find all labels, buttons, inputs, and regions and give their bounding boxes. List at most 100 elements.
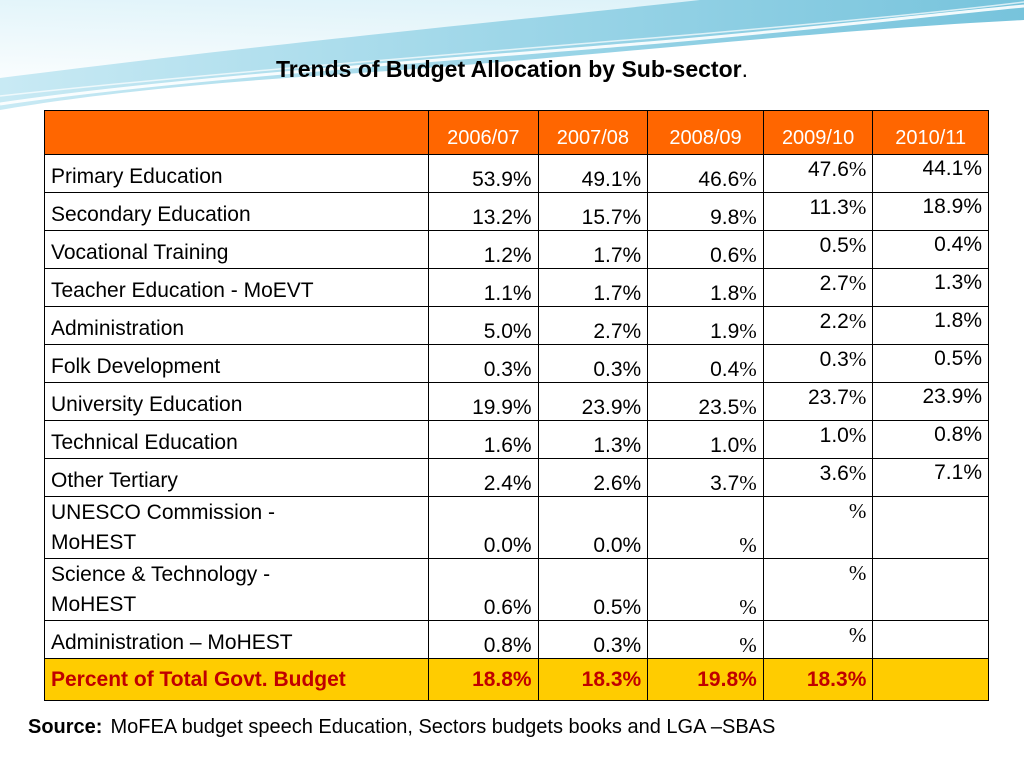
cell-value: 23.5 [698,396,740,419]
cell-2006-07: 19.9% [428,382,539,421]
row-label: Administration [43,306,430,345]
cell-2009-10: 47.6% [762,154,874,193]
header-year-2007-08: 2007/08 [537,110,649,155]
cell-percent-sign: % [739,395,757,419]
table-row-administration: Administration 5.0% 2.7% 1.9% 2.2% 1.8% [43,306,989,345]
cell-2006-07: 1.1% [428,268,539,307]
row-label: UNESCO Commission - MoHEST [43,496,430,559]
cell-value: 3.7 [710,472,740,495]
cell-2010-11: 1.3% [872,268,989,307]
budget-allocation-table: 2006/07 2007/08 2008/09 2009/10 2010/11 … [43,110,989,701]
row-label: Primary Education [43,154,430,193]
row-label: University Education [43,382,430,421]
table-row-secondary-education: Secondary Education 13.2% 15.7% 9.8% 11.… [43,192,989,231]
cell-value: 9.8 [710,206,740,229]
cell-2008-09: 0.6% [647,230,764,269]
cell-percent-sign: % [739,357,757,381]
cell-percent-sign: % [848,195,867,219]
cell-percent-sign: % [739,471,757,495]
cell-2007-08: 1.7% [537,268,649,307]
cell-2010-11: 0.4% [872,230,989,269]
table-header-row: 2006/07 2007/08 2008/09 2009/10 2010/11 [43,110,989,155]
cell-2006-07: 0.0% [428,496,539,559]
header-corner-cell [43,110,430,155]
cell-2010-11: 23.9% [872,382,989,421]
table-row-science-technology: Science & Technology - MoHEST 0.6% 0.5% %… [43,558,989,621]
cell-2008-09: 1.0% [647,420,764,459]
cell-2010-11: 0.5% [872,344,989,383]
cell-2010-11: 7.1% [872,458,989,497]
cell-2010-11 [872,558,989,621]
cell-percent-sign: % [848,461,867,485]
cell-2006-07: 0.8% [428,620,539,659]
cell-2009-10: 0.3% [762,344,874,383]
cell-2008-09: 0.4% [647,344,764,383]
cell-percent-sign: % [739,205,757,229]
cell-2010-11 [872,658,989,701]
row-label: Percent of Total Govt. Budget [43,658,430,701]
cell-percent-sign: % [848,271,867,295]
cell-2007-08: 23.9% [537,382,649,421]
cell-2007-08: 0.0% [537,496,649,559]
cell-value: 0.3 [819,348,849,371]
page-title: Trends of Budget Allocation by Sub-secto… [0,56,1024,83]
cell-2009-10: 3.6% [762,458,874,497]
cell-2008-09: 3.7% [647,458,764,497]
row-label: Administration – MoHEST [43,620,430,659]
cell-2008-09: 1.9% [647,306,764,345]
source-note: Source: MoFEA budget speech Education, Se… [28,716,775,739]
cell-2008-09: 9.8% [647,192,764,231]
table-row-total-govt-budget: Percent of Total Govt. Budget 18.8% 18.3… [43,658,989,701]
cell-value: 0.6 [710,244,740,267]
cell-value: 1.9 [710,320,740,343]
cell-value: 1.0 [710,434,740,457]
header-year-2010-11: 2010/11 [872,110,989,155]
page-title-text: Trends of Budget Allocation by Sub-secto… [276,56,742,82]
cell-2007-08: 1.7% [537,230,649,269]
cell-value: 1.0 [819,424,849,447]
cell-2007-08: 0.3% [537,344,649,383]
cell-2010-11 [872,496,989,559]
cell-2010-11: 44.1% [872,154,989,193]
cell-2009-10: 0.5% [762,230,874,269]
cell-2006-07: 5.0% [428,306,539,345]
cell-value: 2.7 [819,272,849,295]
row-label-line-2: MoHEST [51,593,137,616]
cell-2008-09: 19.8% [647,658,764,701]
cell-2008-09: % [647,558,764,621]
row-label-line-1: Science & Technology - [51,563,271,586]
row-label: Secondary Education [43,192,430,231]
table-row-primary-education: Primary Education 53.9% 49.1% 46.6% 47.6… [43,154,989,193]
table-row-other-tertiary: Other Tertiary 2.4% 2.6% 3.7% 3.6% 7.1% [43,458,989,497]
cell-percent-sign: % [848,309,867,333]
header-year-2006-07: 2006/07 [428,110,539,155]
cell-2009-10: 2.7% [762,268,874,307]
cell-2007-08: 0.5% [537,558,649,621]
cell-2010-11: 18.9% [872,192,989,231]
page-title-period: . [741,56,748,82]
cell-2008-09: % [647,496,764,559]
table-row-technical-education: Technical Education 1.6% 1.3% 1.0% 1.0% … [43,420,989,459]
table-row-university-education: University Education 19.9% 23.9% 23.5% 2… [43,382,989,421]
cell-percent-sign: % [739,167,757,191]
cell-percent-sign: % [848,423,867,447]
row-label: Teacher Education - MoEVT [43,268,430,307]
cell-percent-sign: % [848,347,867,371]
cell-2006-07: 2.4% [428,458,539,497]
cell-percent-sign: % [848,499,867,523]
cell-2007-08: 0.3% [537,620,649,659]
cell-2006-07: 13.2% [428,192,539,231]
cell-2010-11: 1.8% [872,306,989,345]
cell-percent-sign: % [739,319,757,343]
cell-2009-10: % [762,496,874,559]
cell-percent-sign: % [739,595,757,619]
cell-2007-08: 15.7% [537,192,649,231]
cell-2009-10: % [762,620,874,659]
source-text: MoFEA budget speech Education, Sectors b… [110,716,776,738]
cell-2006-07: 1.6% [428,420,539,459]
row-label: Science & Technology - MoHEST [43,558,430,621]
cell-value: 0.5 [819,234,849,257]
cell-value: 0.4 [710,358,740,381]
cell-2006-07: 0.3% [428,344,539,383]
cell-percent-sign: % [739,243,757,267]
